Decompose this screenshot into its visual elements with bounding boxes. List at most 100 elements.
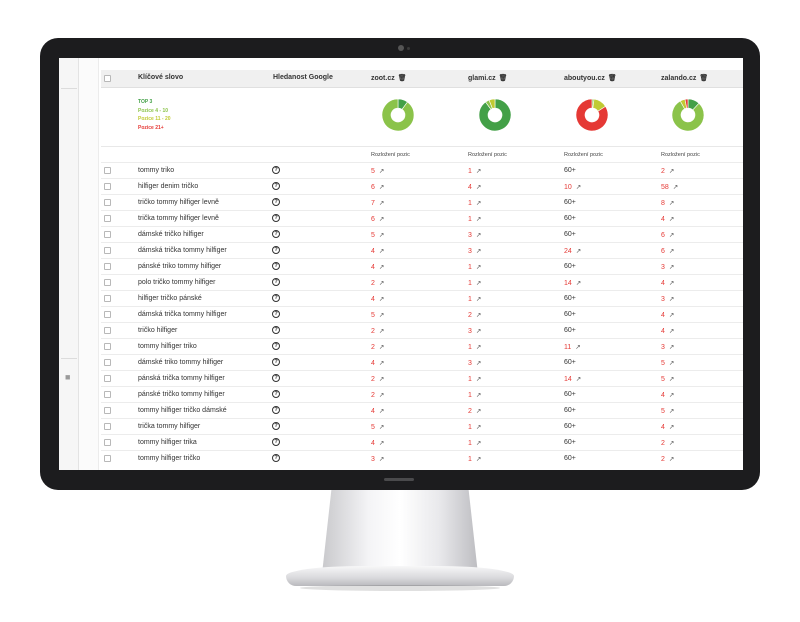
question-circle-icon[interactable]: ?: [272, 358, 280, 366]
question-circle-icon[interactable]: ?: [272, 246, 280, 254]
row-checkbox[interactable]: [104, 231, 111, 238]
external-link-icon[interactable]: ↗: [378, 248, 385, 255]
external-link-icon[interactable]: ↗: [668, 312, 675, 319]
question-circle-icon[interactable]: ?: [272, 262, 280, 270]
external-link-icon[interactable]: ↗: [668, 456, 675, 463]
external-link-icon[interactable]: ↗: [475, 280, 482, 287]
row-checkbox[interactable]: [104, 391, 111, 398]
external-link-icon[interactable]: ↗: [378, 312, 385, 319]
external-link-icon[interactable]: ↗: [378, 216, 385, 223]
external-link-icon[interactable]: ↗: [668, 376, 675, 383]
trash-icon[interactable]: 🗑: [607, 75, 617, 82]
external-link-icon[interactable]: ↗: [378, 280, 385, 287]
row-checkbox[interactable]: [104, 263, 111, 270]
external-link-icon[interactable]: ↗: [672, 184, 679, 191]
external-link-icon[interactable]: ↗: [668, 296, 675, 303]
question-circle-icon[interactable]: ?: [272, 374, 280, 382]
external-link-icon[interactable]: ↗: [668, 440, 675, 447]
external-link-icon[interactable]: ↗: [668, 248, 675, 255]
external-link-icon[interactable]: ↗: [475, 232, 482, 239]
question-circle-icon[interactable]: ?: [272, 406, 280, 414]
external-link-icon[interactable]: ↗: [668, 360, 675, 367]
question-circle-icon[interactable]: ?: [272, 326, 280, 334]
external-link-icon[interactable]: ↗: [378, 408, 385, 415]
external-link-icon[interactable]: ↗: [475, 184, 482, 191]
question-circle-icon[interactable]: ?: [272, 278, 280, 286]
external-link-icon[interactable]: ↗: [475, 424, 482, 431]
external-link-icon[interactable]: ↗: [475, 328, 482, 335]
external-link-icon[interactable]: ↗: [475, 168, 482, 175]
question-circle-icon[interactable]: ?: [272, 230, 280, 238]
question-circle-icon[interactable]: ?: [272, 310, 280, 318]
external-link-icon[interactable]: ↗: [668, 408, 675, 415]
question-circle-icon[interactable]: ?: [272, 198, 280, 206]
external-link-icon[interactable]: ↗: [378, 168, 385, 175]
external-link-icon[interactable]: ↗: [668, 424, 675, 431]
row-checkbox[interactable]: [104, 359, 111, 366]
external-link-icon[interactable]: ↗: [378, 424, 385, 431]
home-icon[interactable]: ■: [65, 372, 71, 382]
external-link-icon[interactable]: ↗: [475, 200, 482, 207]
select-all-checkbox[interactable]: [104, 75, 111, 82]
trash-icon[interactable]: 🗑: [498, 75, 508, 82]
question-circle-icon[interactable]: ?: [272, 182, 280, 190]
external-link-icon[interactable]: ↗: [668, 344, 675, 351]
external-link-icon[interactable]: ↗: [378, 232, 385, 239]
external-link-icon[interactable]: ↗: [378, 296, 385, 303]
question-circle-icon[interactable]: ?: [272, 214, 280, 222]
question-circle-icon[interactable]: ?: [272, 390, 280, 398]
external-link-icon[interactable]: ↗: [668, 264, 675, 271]
external-link-icon[interactable]: ↗: [668, 216, 675, 223]
external-link-icon[interactable]: ↗: [475, 312, 482, 319]
external-link-icon[interactable]: ↗: [475, 264, 482, 271]
external-link-icon[interactable]: ↗: [575, 248, 582, 255]
external-link-icon[interactable]: ↗: [668, 200, 675, 207]
row-checkbox[interactable]: [104, 343, 111, 350]
external-link-icon[interactable]: ↗: [475, 392, 482, 399]
question-circle-icon[interactable]: ?: [272, 438, 280, 446]
external-link-icon[interactable]: ↗: [378, 184, 385, 191]
keyword-column-header[interactable]: Klíčové slovo: [138, 74, 184, 81]
external-link-icon[interactable]: ↗: [475, 360, 482, 367]
search-volume-column-header[interactable]: Hledanost Google: [273, 74, 333, 81]
row-checkbox[interactable]: [104, 199, 111, 206]
external-link-icon[interactable]: ↗: [378, 456, 385, 463]
external-link-icon[interactable]: ↗: [378, 344, 385, 351]
external-link-icon[interactable]: ↗: [575, 280, 582, 287]
external-link-icon[interactable]: ↗: [378, 200, 385, 207]
external-link-icon[interactable]: ↗: [378, 376, 385, 383]
row-checkbox[interactable]: [104, 279, 111, 286]
row-checkbox[interactable]: [104, 183, 111, 190]
external-link-icon[interactable]: ↗: [668, 328, 675, 335]
external-link-icon[interactable]: ↗: [475, 408, 482, 415]
question-circle-icon[interactable]: ?: [272, 422, 280, 430]
external-link-icon[interactable]: ↗: [475, 248, 482, 255]
external-link-icon[interactable]: ↗: [378, 392, 385, 399]
external-link-icon[interactable]: ↗: [475, 440, 482, 447]
row-checkbox[interactable]: [104, 455, 111, 462]
external-link-icon[interactable]: ↗: [378, 440, 385, 447]
external-link-icon[interactable]: ↗: [668, 280, 675, 287]
row-checkbox[interactable]: [104, 311, 111, 318]
row-checkbox[interactable]: [104, 327, 111, 334]
row-checkbox[interactable]: [104, 439, 111, 446]
external-link-icon[interactable]: ↗: [668, 232, 675, 239]
trash-icon[interactable]: 🗑: [699, 75, 709, 82]
external-link-icon[interactable]: ↗: [378, 264, 385, 271]
external-link-icon[interactable]: ↗: [575, 184, 582, 191]
row-checkbox[interactable]: [104, 375, 111, 382]
external-link-icon[interactable]: ↗: [475, 296, 482, 303]
row-checkbox[interactable]: [104, 215, 111, 222]
question-circle-icon[interactable]: ?: [272, 342, 280, 350]
external-link-icon[interactable]: ↗: [475, 456, 482, 463]
external-link-icon[interactable]: ↗: [475, 376, 482, 383]
external-link-icon[interactable]: ↗: [575, 344, 581, 351]
external-link-icon[interactable]: ↗: [475, 344, 482, 351]
row-checkbox[interactable]: [104, 167, 111, 174]
question-circle-icon[interactable]: ?: [272, 166, 280, 174]
question-circle-icon[interactable]: ?: [272, 454, 280, 462]
external-link-icon[interactable]: ↗: [378, 360, 385, 367]
external-link-icon[interactable]: ↗: [378, 328, 385, 335]
trash-icon[interactable]: 🗑: [397, 75, 407, 82]
question-circle-icon[interactable]: ?: [272, 294, 280, 302]
